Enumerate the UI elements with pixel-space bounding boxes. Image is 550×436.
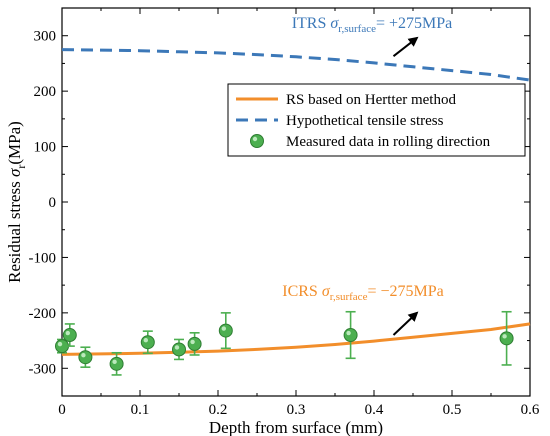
annotation-symbol: σ <box>330 15 339 32</box>
marker-highlight <box>112 359 117 365</box>
annotation-arrow <box>392 36 419 58</box>
x-tick-label: 0 <box>58 402 66 418</box>
annotation-suffix: = −275MPa <box>367 283 443 300</box>
legend-item: Hypothetical tensile stress <box>236 113 444 129</box>
marker-highlight <box>346 330 351 336</box>
marker-highlight <box>143 338 148 343</box>
marker <box>78 350 93 365</box>
data-point <box>62 323 77 347</box>
x-tick-label: 0.1 <box>131 402 150 418</box>
x-tick-label: 0.2 <box>209 402 228 418</box>
annotation-subscript: r,surface <box>338 23 376 35</box>
data-point <box>343 310 358 360</box>
annotation-icrs: ICRS σr,surface= −275MPa <box>282 283 444 336</box>
legend-swatch-highlight <box>252 136 258 142</box>
plot-frame <box>61 7 531 397</box>
x-tick-label: 0.4 <box>365 402 384 418</box>
annotation-suffix: = +275MPa <box>376 15 452 32</box>
y-tick-label: -300 <box>29 361 57 377</box>
marker <box>109 356 124 371</box>
data-point <box>78 346 93 368</box>
y-tick-label: 0 <box>49 195 57 211</box>
marker <box>62 328 77 343</box>
annotation-arrow <box>392 311 419 336</box>
data-point <box>109 351 124 376</box>
y-tick-label: -200 <box>29 306 57 322</box>
marker <box>172 342 186 357</box>
legend: RS based on Hertter method Hypothetical t… <box>227 83 526 157</box>
y-tick-label: 300 <box>34 29 57 45</box>
marker <box>343 328 358 343</box>
legend-label: Hypothetical tensile stress <box>286 113 444 129</box>
y-axis-label: Residual stress σr(MPa) <box>5 121 28 283</box>
y-axis-label-subscript: r <box>14 165 28 169</box>
marker-highlight <box>174 345 180 350</box>
marker-highlight <box>190 339 195 345</box>
series-line-hertter <box>61 322 531 356</box>
marker-highlight <box>81 353 86 358</box>
data-point <box>172 338 186 361</box>
marker <box>140 335 155 350</box>
x-tick-label: 0.6 <box>521 402 540 418</box>
y-tick-label: 200 <box>34 84 57 100</box>
annotation-itrs: ITRS σr,surface= +275MPa <box>292 15 453 58</box>
data-point <box>140 330 155 355</box>
annotation-icrs-text: ICRS σr,surface= −275MPa <box>282 283 443 303</box>
legend-label: RS based on Hertter method <box>286 92 456 108</box>
axis-ticks: 0 0.1 0.2 0.3 0.4 0.5 0.6 -300 -200 -100 0 100 200 30… <box>29 7 540 418</box>
legend-item: RS based on Hertter method <box>236 92 456 108</box>
annotation-itrs-text: ITRS σr,surface= +275MPa <box>292 15 453 35</box>
marker-highlight <box>57 341 63 347</box>
annotation-subscript: r,surface <box>330 291 368 303</box>
marker <box>218 323 233 338</box>
x-tick-label: 0.5 <box>443 402 462 418</box>
marker <box>499 331 514 346</box>
annotation-symbol: σ <box>322 283 331 300</box>
y-axis-label-main: Residual stress <box>5 177 24 283</box>
data-point <box>499 310 514 366</box>
series-layer <box>55 48 531 376</box>
legend-swatch-marker <box>250 134 264 148</box>
y-axis-label-unit: (MPa) <box>5 121 24 164</box>
data-point <box>218 312 233 350</box>
y-tick-label: -100 <box>29 250 57 266</box>
x-axis-label: Depth from surface (mm) <box>209 418 383 436</box>
y-axis-label-symbol: σ <box>5 168 24 177</box>
annotation-prefix: ITRS <box>292 15 331 32</box>
marker-highlight <box>65 330 71 336</box>
plot-area-frame <box>61 7 531 397</box>
series-line-hypothetical-tensile <box>61 48 531 82</box>
annotation-prefix: ICRS <box>282 283 322 300</box>
marker <box>187 336 202 351</box>
legend-item: Measured data in rolling direction <box>250 134 491 150</box>
marker-highlight <box>221 326 226 331</box>
y-tick-label: 100 <box>34 140 57 156</box>
marker-highlight <box>502 334 507 339</box>
x-tick-label: 0.3 <box>287 402 306 418</box>
legend-label: Measured data in rolling direction <box>286 134 491 150</box>
data-point <box>187 332 202 356</box>
